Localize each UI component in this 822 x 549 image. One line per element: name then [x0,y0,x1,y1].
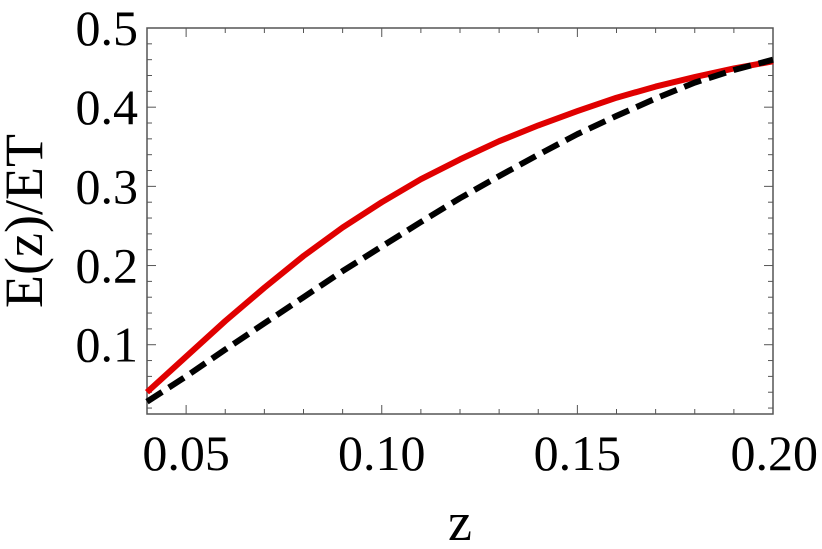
x-axis-title: z [448,492,472,549]
y-axis-title: E(z)/ET [0,134,54,308]
axis-ticks [146,27,774,414]
x-tick-label: 0.10 [338,425,426,481]
plot-frame [146,27,774,415]
y-tick-label: 0.3 [76,158,139,214]
y-tick-label: 0.2 [76,238,139,294]
x-tick-label: 0.05 [142,425,230,481]
series-line-2 [145,56,774,405]
series-lines [144,56,774,405]
tick-labels: 0.05 0.10 0.15 0.20 0.1 0.2 0.3 0.4 0.5 [76,0,819,481]
x-tick-label: 0.20 [731,425,819,481]
y-tick-label: 0.4 [76,79,139,135]
y-tick-label: 0.1 [76,317,139,373]
y-tick-label: 0.5 [76,0,139,56]
series-line-1 [144,58,774,395]
x-tick-label: 0.15 [534,425,622,481]
